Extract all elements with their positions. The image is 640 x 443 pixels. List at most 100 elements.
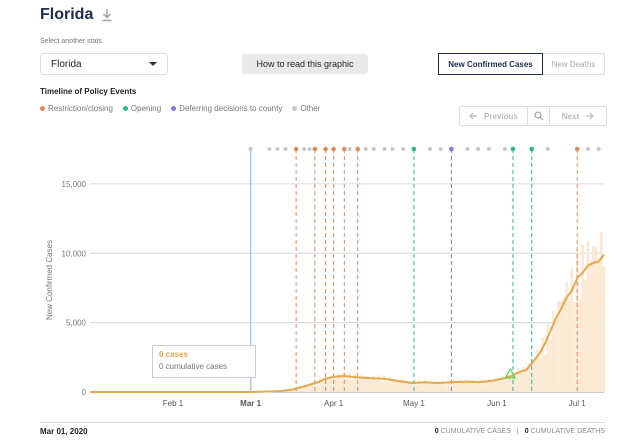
new-confirmed-cases-tab[interactable]: New Confirmed Cases	[438, 53, 543, 75]
daily-bar	[316, 384, 319, 392]
new-deaths-tab[interactable]: New Deaths	[543, 53, 605, 75]
other-event-dot	[390, 147, 395, 151]
other-event-dot	[476, 147, 481, 151]
daily-bar	[565, 281, 568, 392]
daily-bar	[356, 378, 360, 392]
daily-bar	[538, 357, 542, 392]
daily-bars	[254, 231, 606, 392]
policy-event-dot	[312, 146, 318, 152]
daily-bar	[498, 378, 501, 392]
daily-bar	[517, 368, 520, 392]
other-event-dot	[347, 147, 352, 151]
daily-bar	[471, 379, 475, 392]
daily-bar	[399, 380, 402, 392]
y-tick-label: 5,000	[66, 319, 87, 328]
arrow-right-icon	[586, 112, 595, 120]
daily-bar	[468, 381, 472, 392]
daily-bar	[334, 375, 338, 392]
previous-label: Previous	[484, 111, 518, 121]
opening-dot-icon	[122, 106, 128, 111]
daily-bar	[442, 380, 445, 392]
daily-bar	[589, 260, 592, 392]
daily-bar	[492, 378, 496, 392]
policy-event-dot	[323, 146, 328, 152]
daily-bar	[600, 231, 603, 392]
deferring-dot-icon	[171, 106, 177, 111]
daily-bar	[506, 373, 509, 392]
daily-bar	[581, 244, 584, 392]
x-tick-label: May 1	[403, 399, 425, 408]
daily-bar	[479, 384, 483, 392]
daily-bar	[525, 368, 528, 392]
daily-bar	[409, 384, 413, 392]
previous-event-button[interactable]: Previous	[460, 107, 528, 125]
other-event-dot	[267, 147, 272, 151]
download-icon[interactable]	[101, 8, 113, 22]
daily-bar	[447, 380, 451, 392]
daily-bar	[533, 359, 536, 392]
daily-bar	[431, 381, 434, 392]
next-event-button[interactable]: Next	[550, 107, 606, 125]
daily-bar	[348, 372, 351, 392]
daily-bar	[519, 372, 523, 392]
selected-date: Mar 01, 2020	[40, 427, 88, 436]
stats-select[interactable]: Florida	[40, 53, 168, 75]
policy-event-dot	[574, 146, 580, 152]
other-event-dot	[545, 147, 550, 151]
cumulative-cases-label: CUMULATIVE CASES	[440, 428, 511, 435]
daily-bar	[383, 375, 386, 392]
daily-bar	[458, 380, 461, 392]
tooltip-cumulative: 0 cumulative cases	[159, 362, 228, 371]
daily-bar	[286, 390, 290, 392]
daily-bar	[380, 381, 384, 392]
daily-bar	[420, 383, 424, 392]
other-event-dot	[275, 147, 280, 151]
policy-event-dot	[342, 146, 347, 152]
daily-bar	[329, 375, 333, 392]
daily-bar	[484, 382, 488, 392]
event-navigation: Previous Next	[459, 106, 607, 126]
daily-bar	[388, 376, 392, 392]
cases-line-path	[90, 253, 605, 393]
x-tick-label: Jul 1	[569, 399, 586, 408]
daily-bar	[385, 381, 389, 392]
legend-item-opening: Opening	[122, 104, 161, 113]
other-event-dot	[371, 147, 376, 151]
other-event-dot	[363, 147, 368, 151]
policy-event-dot	[449, 146, 454, 152]
daily-bar	[436, 381, 440, 392]
hover-tooltip: 0 cases 0 cumulative cases	[152, 345, 256, 378]
legend-label-other: Other	[300, 104, 321, 113]
how-to-read-button[interactable]: How to read this graphic	[242, 54, 368, 74]
y-tick-label: 15,000	[62, 180, 87, 189]
next-label: Next	[561, 111, 580, 121]
cumulative-deaths-value: 0	[524, 428, 529, 435]
timeline-legend: Restriction/closing Opening Deferring de…	[40, 104, 320, 113]
daily-bar	[308, 383, 311, 392]
daily-bar	[300, 386, 303, 392]
policy-event-dot	[293, 146, 299, 152]
other-event-dot	[438, 147, 443, 151]
daily-bar	[391, 380, 394, 392]
daily-bar	[423, 380, 426, 392]
daily-bar	[292, 389, 295, 392]
daily-bar	[452, 379, 456, 392]
x-tick-label: Mar 1	[240, 399, 261, 408]
daily-bar	[594, 245, 598, 392]
daily-bar	[495, 378, 499, 392]
page-title: Florida	[40, 6, 94, 23]
daily-bar	[361, 377, 365, 392]
other-event-dot	[283, 147, 288, 151]
daily-bar	[522, 366, 525, 392]
y-tick-label: 0	[82, 388, 87, 397]
other-event-dot	[382, 147, 387, 151]
daily-bar	[364, 376, 368, 392]
search-event-button[interactable]	[528, 107, 550, 125]
daily-bar	[559, 301, 563, 392]
daily-bar	[549, 339, 552, 392]
daily-bar	[401, 380, 405, 392]
daily-bar	[602, 267, 606, 392]
cases-chart[interactable]: New Confirmed Cases 0 5,000 10,000 15,000 F…	[0, 140, 640, 412]
daily-bar	[583, 279, 587, 392]
stats-select-label: Select another stats	[40, 38, 102, 45]
